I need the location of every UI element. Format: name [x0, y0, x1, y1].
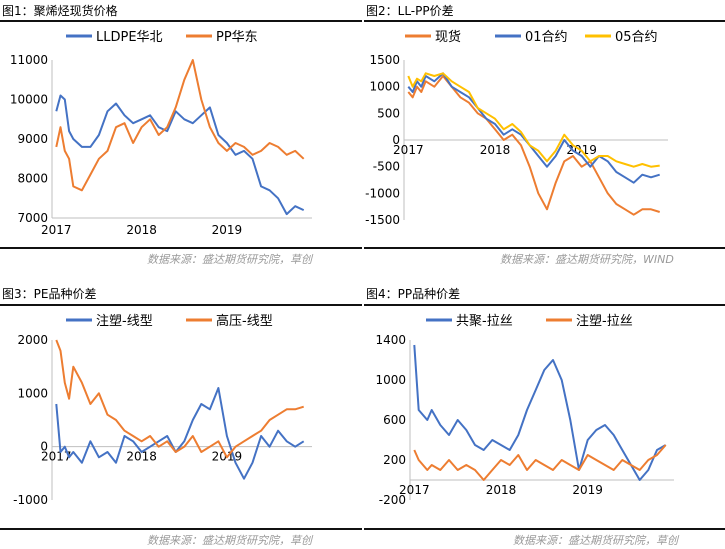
x-tick-label: 2017: [399, 483, 430, 497]
divider: [0, 528, 362, 530]
series-line: [55, 339, 304, 459]
y-tick-label: 1400: [375, 333, 406, 347]
y-tick-label: 7000: [17, 211, 48, 225]
y-tick-label: 11000: [10, 53, 48, 67]
series-line: [55, 94, 305, 216]
y-tick-label: 1000: [369, 80, 400, 94]
y-tick-label: -500: [373, 160, 400, 174]
source-note: 数据来源：盛达期货研究院，草创: [147, 534, 312, 547]
y-tick-label: 600: [383, 413, 406, 427]
x-tick-label: 2018: [480, 143, 511, 157]
divider: [364, 247, 725, 249]
legend-label: 注塑-线型: [96, 314, 153, 329]
y-tick-label: -1000: [365, 186, 400, 200]
legend-label: 01合约: [525, 30, 568, 45]
y-tick-label: 1000: [17, 386, 48, 400]
x-tick-label: 2018: [486, 483, 517, 497]
chart-title: 图1：聚烯烃现货价格: [2, 4, 118, 18]
divider: [364, 20, 725, 22]
chart-4: -200 200 600 1000 1400 2017 2018 2019 共聚-拉丝 注塑-拉丝: [375, 314, 674, 507]
x-tick-label: 2019: [572, 483, 603, 497]
y-tick-label: -1500: [365, 213, 400, 227]
legend-label: 现货: [435, 29, 461, 45]
legend-label: PP华东: [216, 30, 258, 45]
x-tick-label: 2019: [212, 223, 243, 237]
y-tick-label: 500: [377, 106, 400, 120]
divider: [0, 247, 362, 249]
source-note: 数据来源：盛达期货研究院，WIND: [500, 253, 674, 266]
x-tick-label: 2017: [393, 143, 424, 157]
series-line: [407, 75, 660, 216]
source-note: 数据来源：盛达期货研究院，草创: [513, 534, 678, 547]
series-line: [407, 72, 660, 168]
chart-title: 图3：PE品种价差: [2, 287, 97, 301]
y-tick-label: 8000: [17, 172, 48, 186]
divider: [0, 20, 362, 22]
y-tick-label: 0: [392, 133, 400, 147]
y-tick-label: -200: [379, 493, 406, 507]
x-tick-label: 2017: [41, 223, 72, 237]
y-tick-label: 200: [383, 453, 406, 467]
source-note: 数据来源：盛达期货研究院，草创: [147, 253, 312, 266]
y-tick-label: 2000: [17, 333, 48, 347]
legend-label: 05合约: [615, 30, 658, 45]
y-tick-label: 9000: [17, 132, 48, 146]
legend-label: 共聚-拉丝: [456, 314, 513, 329]
chart-title: 图2：LL-PP价差: [366, 4, 454, 18]
y-tick-label: 1500: [369, 53, 400, 67]
series-line: [55, 387, 305, 480]
chart-title: 图4：PP品种价差: [366, 287, 461, 301]
y-tick-label: 0: [40, 440, 48, 454]
divider: [364, 304, 725, 306]
legend-label: 高压-线型: [216, 313, 273, 329]
y-tick-label: -1000: [13, 493, 48, 507]
series-line: [55, 59, 305, 192]
x-tick-label: 2017: [41, 450, 72, 464]
y-tick-label: 10000: [10, 93, 48, 107]
chart-1: 7000 8000 9000 10000 11000 2017 2018 2019 LLDPE华…: [10, 30, 312, 237]
legend-label: LLDPE华北: [96, 30, 163, 45]
divider: [0, 304, 362, 306]
x-tick-label: 2018: [126, 223, 157, 237]
series-line: [407, 72, 660, 184]
x-tick-label: 2018: [126, 450, 157, 464]
legend-label: 注塑-拉丝: [576, 314, 633, 329]
series-line: [413, 444, 667, 481]
y-tick-label: 1000: [375, 373, 406, 387]
divider: [364, 528, 725, 530]
series-line: [413, 344, 667, 481]
